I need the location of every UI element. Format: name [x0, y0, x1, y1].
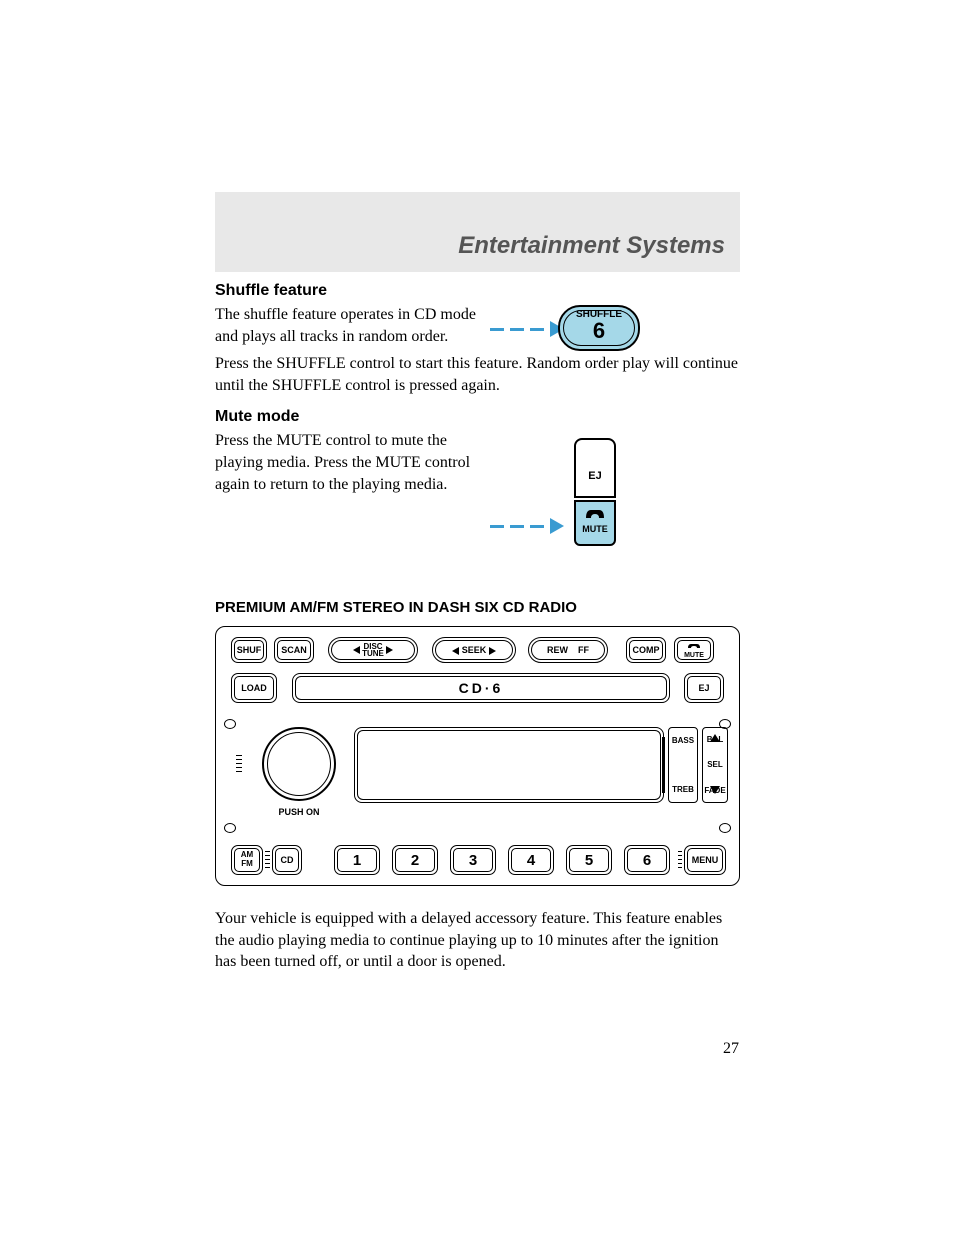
screw-icon — [719, 823, 731, 833]
mute-button-graphic: MUTE — [574, 500, 616, 546]
shuffle-p1: The shuffle feature operates in CD mode … — [215, 304, 495, 347]
seek-button: SEEK — [432, 637, 516, 663]
load-button: LOAD — [231, 673, 277, 703]
ej-button-graphic: EJ — [574, 438, 616, 498]
am-fm-button: AMFM — [231, 845, 263, 875]
display-screen — [354, 727, 664, 803]
mute-button: MUTE — [674, 637, 714, 663]
bal-fade-labels: BAL FADE — [701, 727, 729, 803]
content-area: Shuffle feature The shuffle feature oper… — [215, 282, 740, 979]
radio-footer-text: Your vehicle is equipped with a delayed … — [215, 908, 740, 973]
cd6-label: CD·6 — [459, 680, 504, 696]
radio-section-heading: PREMIUM AM/FM STEREO IN DASH SIX CD RADI… — [215, 599, 740, 616]
volume-knob-area: PUSH ON — [254, 727, 344, 817]
preset-5: 5 — [566, 845, 612, 875]
screw-icon — [224, 823, 236, 833]
preset-3: 3 — [450, 845, 496, 875]
menu-button: MENU — [684, 845, 726, 875]
mute-illustration: EJ MUTE — [490, 438, 630, 568]
volume-knob — [262, 727, 336, 801]
arrow-icon — [490, 321, 564, 337]
push-on-label: PUSH ON — [254, 807, 344, 817]
rew-ff-button: REW FF — [528, 637, 608, 663]
radio-diagram: SHUF SCAN DISCTUNE SEEK REW FF COMP MUTE… — [215, 626, 740, 886]
disc-tune-button: DISCTUNE — [328, 637, 418, 663]
cd-slot: CD·6 — [292, 673, 670, 703]
phone-icon — [583, 506, 607, 524]
mute-heading: Mute mode — [215, 408, 740, 426]
shuf-button: SHUF — [231, 637, 267, 663]
shuffle-heading: Shuffle feature — [215, 282, 740, 300]
shuffle-button-graphic: SHUFFLE 6 — [558, 305, 640, 351]
preset-6: 6 — [624, 845, 670, 875]
preset-2: 2 — [392, 845, 438, 875]
cd-button: CD — [272, 845, 302, 875]
ej-button: EJ — [684, 673, 724, 703]
preset-4: 4 — [508, 845, 554, 875]
page-title: Entertainment Systems — [458, 232, 725, 260]
comp-button: COMP — [626, 637, 666, 663]
shuffle-p2: Press the SHUFFLE control to start this … — [215, 353, 740, 396]
header-band: Entertainment Systems — [215, 192, 740, 272]
preset-1: 1 — [334, 845, 380, 875]
screw-icon — [224, 719, 236, 729]
mute-p1: Press the MUTE control to mute the playi… — [215, 430, 495, 495]
scan-button: SCAN — [274, 637, 314, 663]
page-number: 27 — [723, 1040, 739, 1058]
shuffle-illustration: SHUFFLE 6 — [490, 305, 650, 360]
arrow-icon — [490, 518, 564, 534]
